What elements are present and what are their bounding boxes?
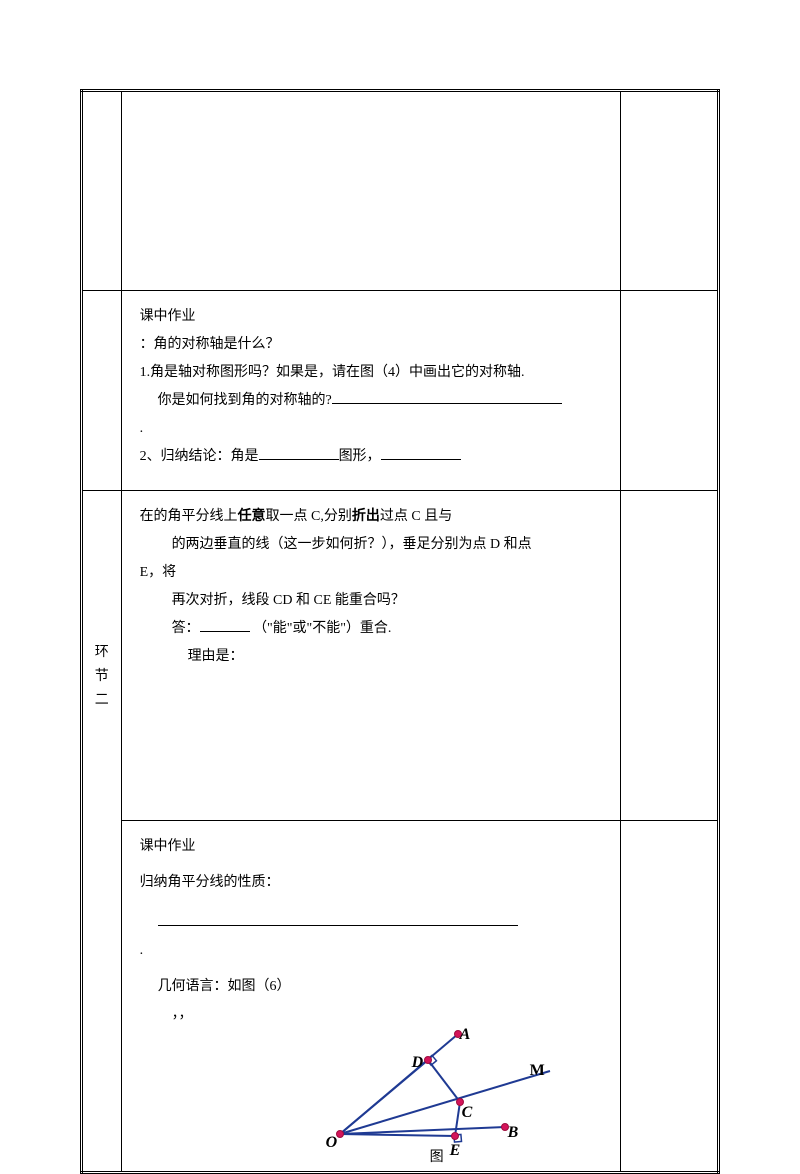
question-1-followup: 你是如何找到角的对称轴的? — [158, 393, 332, 408]
diagram-svg — [320, 1019, 560, 1159]
point-label-M: M — [530, 1057, 545, 1085]
label-char-3: 二 — [83, 689, 121, 713]
right-margin-cell-1 — [620, 91, 718, 291]
homework-title-2: 课中作业 — [140, 833, 602, 861]
s2-line1-end: 过点 C 且与 — [380, 509, 452, 524]
point-label-D: D — [412, 1049, 424, 1077]
left-margin-cell-1 — [82, 91, 122, 291]
left-margin-cell-2 — [82, 291, 122, 491]
diagram-caption: 图 — [430, 1144, 444, 1172]
geom-language-label: 几何语言：如图（6） — [140, 979, 291, 994]
point-label-O: O — [326, 1129, 338, 1157]
homework-title-1: 课中作业 — [140, 303, 602, 331]
period-2: . — [140, 937, 602, 965]
section3-content: 课中作业 归纳角平分线的性质： . 几何语言：如图（6） ，， ABCDEMO … — [121, 821, 620, 1173]
conclusion-prefix: 2、归纳结论：角是 — [140, 449, 259, 464]
right-margin-cell-3 — [620, 491, 718, 821]
summarize-title: 归纳角平分线的性质： — [140, 869, 602, 897]
question-1: 1.角是轴对称图形吗？如果是，请在图（4）中画出它的对称轴. — [140, 359, 602, 387]
period-1: . — [140, 415, 602, 443]
label-char-2: 节 — [83, 665, 121, 689]
reason-label: 理由是： — [140, 643, 602, 671]
conclusion-mid: 图形， — [339, 449, 381, 464]
answer-label: 答： — [172, 621, 200, 636]
point-label-C: C — [462, 1099, 473, 1127]
section1-content: 课中作业 ：角的对称轴是什么？ 1.角是轴对称图形吗？如果是，请在图（4）中画出… — [121, 291, 620, 491]
label-char-1: 环 — [83, 641, 121, 665]
s2-line2b: E，将 — [140, 559, 602, 587]
s2-line2: 的两边垂直的线（这一步如何折？），垂足分别为点 D 和点 — [140, 531, 602, 559]
right-margin-cell-2 — [620, 291, 718, 491]
s2-line1-pre: 在的角平分线上 — [140, 509, 238, 524]
answer-suffix: （"能"或"不能"）重合. — [253, 621, 391, 636]
s2-line1-bold1: 任意 — [238, 509, 266, 524]
blank-line-2 — [259, 444, 339, 460]
s2-line1-mid: 取一点 C,分别 — [266, 509, 352, 524]
blank-line-3 — [381, 444, 461, 460]
point-label-E: E — [450, 1137, 461, 1165]
point-label-B: B — [508, 1119, 519, 1147]
section2-content: 在的角平分线上任意取一点 C,分别折出过点 C 且与 的两边垂直的线（这一步如何… — [121, 491, 620, 821]
s2-line1-bold2: 折出 — [352, 509, 380, 524]
question-intro: ：角的对称轴是什么？ — [140, 331, 602, 359]
empty-content-cell — [121, 91, 620, 291]
s2-line3: 再次对折，线段 CD 和 CE 能重合吗？ — [140, 587, 602, 615]
blank-property — [158, 910, 518, 926]
angle-bisector-diagram: ABCDEMO 图 — [320, 1019, 560, 1159]
point-label-A: A — [460, 1021, 471, 1049]
blank-answer — [200, 616, 250, 632]
right-margin-cell-4 — [620, 821, 718, 1173]
blank-line-1 — [332, 388, 562, 404]
section-label-cell: 环 节 二 — [82, 491, 122, 1173]
